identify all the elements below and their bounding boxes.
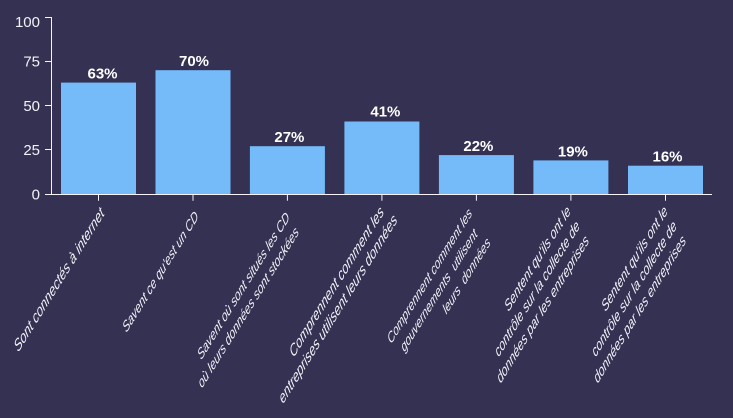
svg-text:16%: 16% bbox=[652, 149, 682, 166]
svg-text:100: 100 bbox=[15, 14, 40, 31]
svg-text:19%: 19% bbox=[558, 143, 588, 160]
svg-text:22%: 22% bbox=[463, 138, 493, 155]
svg-text:63%: 63% bbox=[87, 65, 117, 82]
svg-text:41%: 41% bbox=[370, 103, 400, 120]
svg-text:75: 75 bbox=[23, 54, 40, 71]
svg-text:0: 0 bbox=[32, 186, 40, 203]
svg-text:25: 25 bbox=[23, 142, 40, 159]
svg-text:27%: 27% bbox=[274, 129, 304, 146]
svg-text:70%: 70% bbox=[179, 53, 209, 70]
svg-text:50: 50 bbox=[23, 98, 40, 115]
